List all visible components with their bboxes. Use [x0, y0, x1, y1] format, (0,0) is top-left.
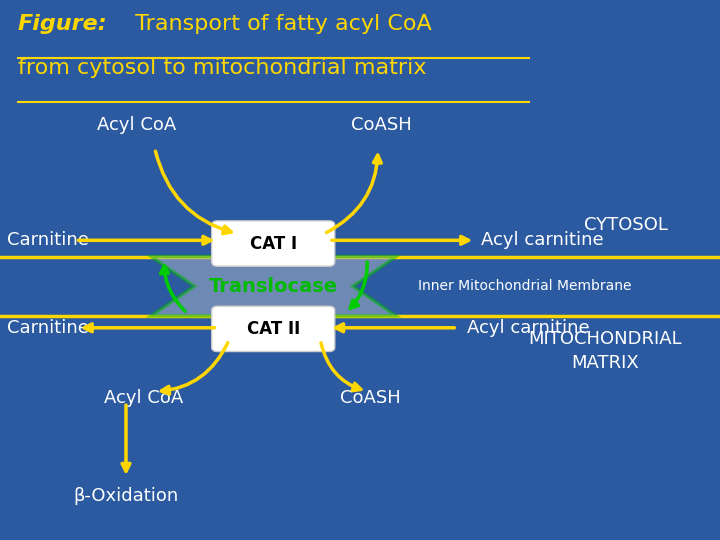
FancyBboxPatch shape [212, 306, 335, 352]
Text: Inner Mitochondrial Membrane: Inner Mitochondrial Membrane [418, 279, 631, 293]
Text: CoASH: CoASH [341, 389, 401, 407]
Text: CYTOSOL: CYTOSOL [585, 216, 668, 234]
Text: Acyl CoA: Acyl CoA [104, 389, 184, 407]
Text: CAT I: CAT I [250, 234, 297, 253]
Text: Acyl CoA: Acyl CoA [97, 116, 176, 134]
Text: MITOCHONDRIAL
MATRIX: MITOCHONDRIAL MATRIX [528, 329, 682, 373]
Text: Acyl carnitine: Acyl carnitine [481, 231, 603, 249]
Text: Carnitine: Carnitine [7, 231, 89, 249]
Text: β-Oxidation: β-Oxidation [73, 487, 179, 505]
Text: Translocase: Translocase [209, 276, 338, 296]
Text: CAT II: CAT II [247, 320, 300, 338]
Polygon shape [151, 256, 396, 316]
Text: Transport of fatty acyl CoA: Transport of fatty acyl CoA [128, 14, 432, 33]
Text: Acyl carnitine: Acyl carnitine [467, 319, 589, 337]
Text: Figure:: Figure: [18, 14, 107, 33]
Text: from cytosol to mitochondrial matrix: from cytosol to mitochondrial matrix [18, 58, 426, 78]
FancyBboxPatch shape [212, 221, 335, 266]
Text: CoASH: CoASH [351, 116, 412, 134]
Text: Carnitine: Carnitine [7, 319, 89, 337]
